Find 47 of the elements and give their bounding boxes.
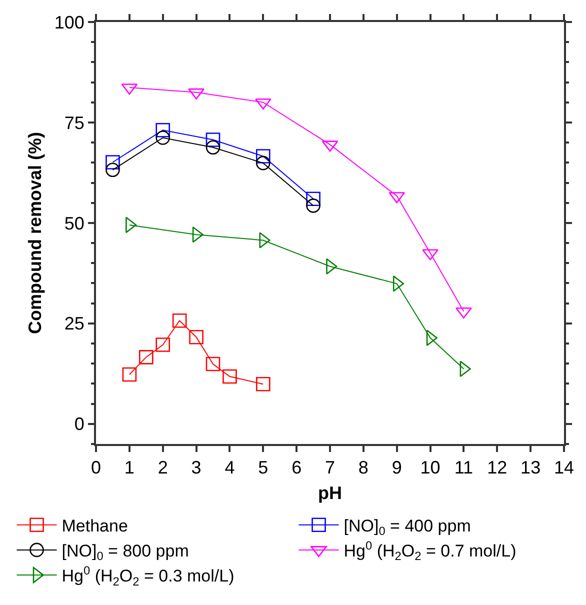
point xyxy=(106,155,120,170)
legend-label: Hg$^{0}$ (H$_{2}$O$_{2}$ = 0.3 mol/L) xyxy=(62,564,234,588)
y-tick-label: 50 xyxy=(64,213,84,234)
point xyxy=(256,376,270,392)
x-tick-label: 7 xyxy=(324,458,336,478)
legend-label: [NO]$_{0}$ = 800 ppm xyxy=(62,542,189,564)
x-tick-label: 10 xyxy=(420,458,440,478)
point xyxy=(106,162,120,178)
y-tick-label: 0 xyxy=(74,414,84,434)
y-tick-label: 75 xyxy=(64,112,84,133)
point xyxy=(222,369,237,384)
point xyxy=(254,98,272,110)
point xyxy=(156,122,170,138)
point xyxy=(206,356,220,372)
x-tick-label: 1 xyxy=(124,458,134,478)
legend-label: Methane xyxy=(62,516,128,536)
x-tick-label: 14 xyxy=(554,458,574,478)
y-tick-label: 100 xyxy=(54,12,84,32)
x-tick-label: 0 xyxy=(90,458,102,478)
x-axis-title: pH xyxy=(318,483,342,504)
point xyxy=(306,192,320,206)
x-tick-label: 11 xyxy=(454,458,474,478)
point xyxy=(206,132,220,147)
x-tick-label: 9 xyxy=(392,458,402,478)
legend-label: Hg$^{0}$ (H$_{2}$O$_{2}$ = 0.7 mol/L) xyxy=(344,538,516,564)
point xyxy=(392,275,404,292)
x-tick-label: 4 xyxy=(224,458,235,478)
point xyxy=(206,140,220,155)
point xyxy=(138,350,154,364)
y-axis-title: Compound removal (%) xyxy=(25,132,46,334)
x-tick-label: 6 xyxy=(292,458,302,478)
point xyxy=(122,367,137,382)
point xyxy=(189,330,204,344)
point xyxy=(306,198,320,213)
legend-label: [NO]$_{0}$ = 400 ppm xyxy=(344,516,471,538)
point xyxy=(256,149,270,164)
x-tick-label: 12 xyxy=(487,458,508,478)
point xyxy=(156,130,170,145)
x-tick-label: 5 xyxy=(258,458,268,478)
point xyxy=(256,156,270,170)
x-tick-label: 13 xyxy=(520,458,541,478)
point xyxy=(156,338,170,352)
y-tick-label: 25 xyxy=(64,314,84,334)
x-tick-label: 3 xyxy=(191,458,202,478)
x-tick-label: 2 xyxy=(158,458,168,478)
point xyxy=(172,313,187,328)
x-tick-label: 8 xyxy=(358,458,368,478)
